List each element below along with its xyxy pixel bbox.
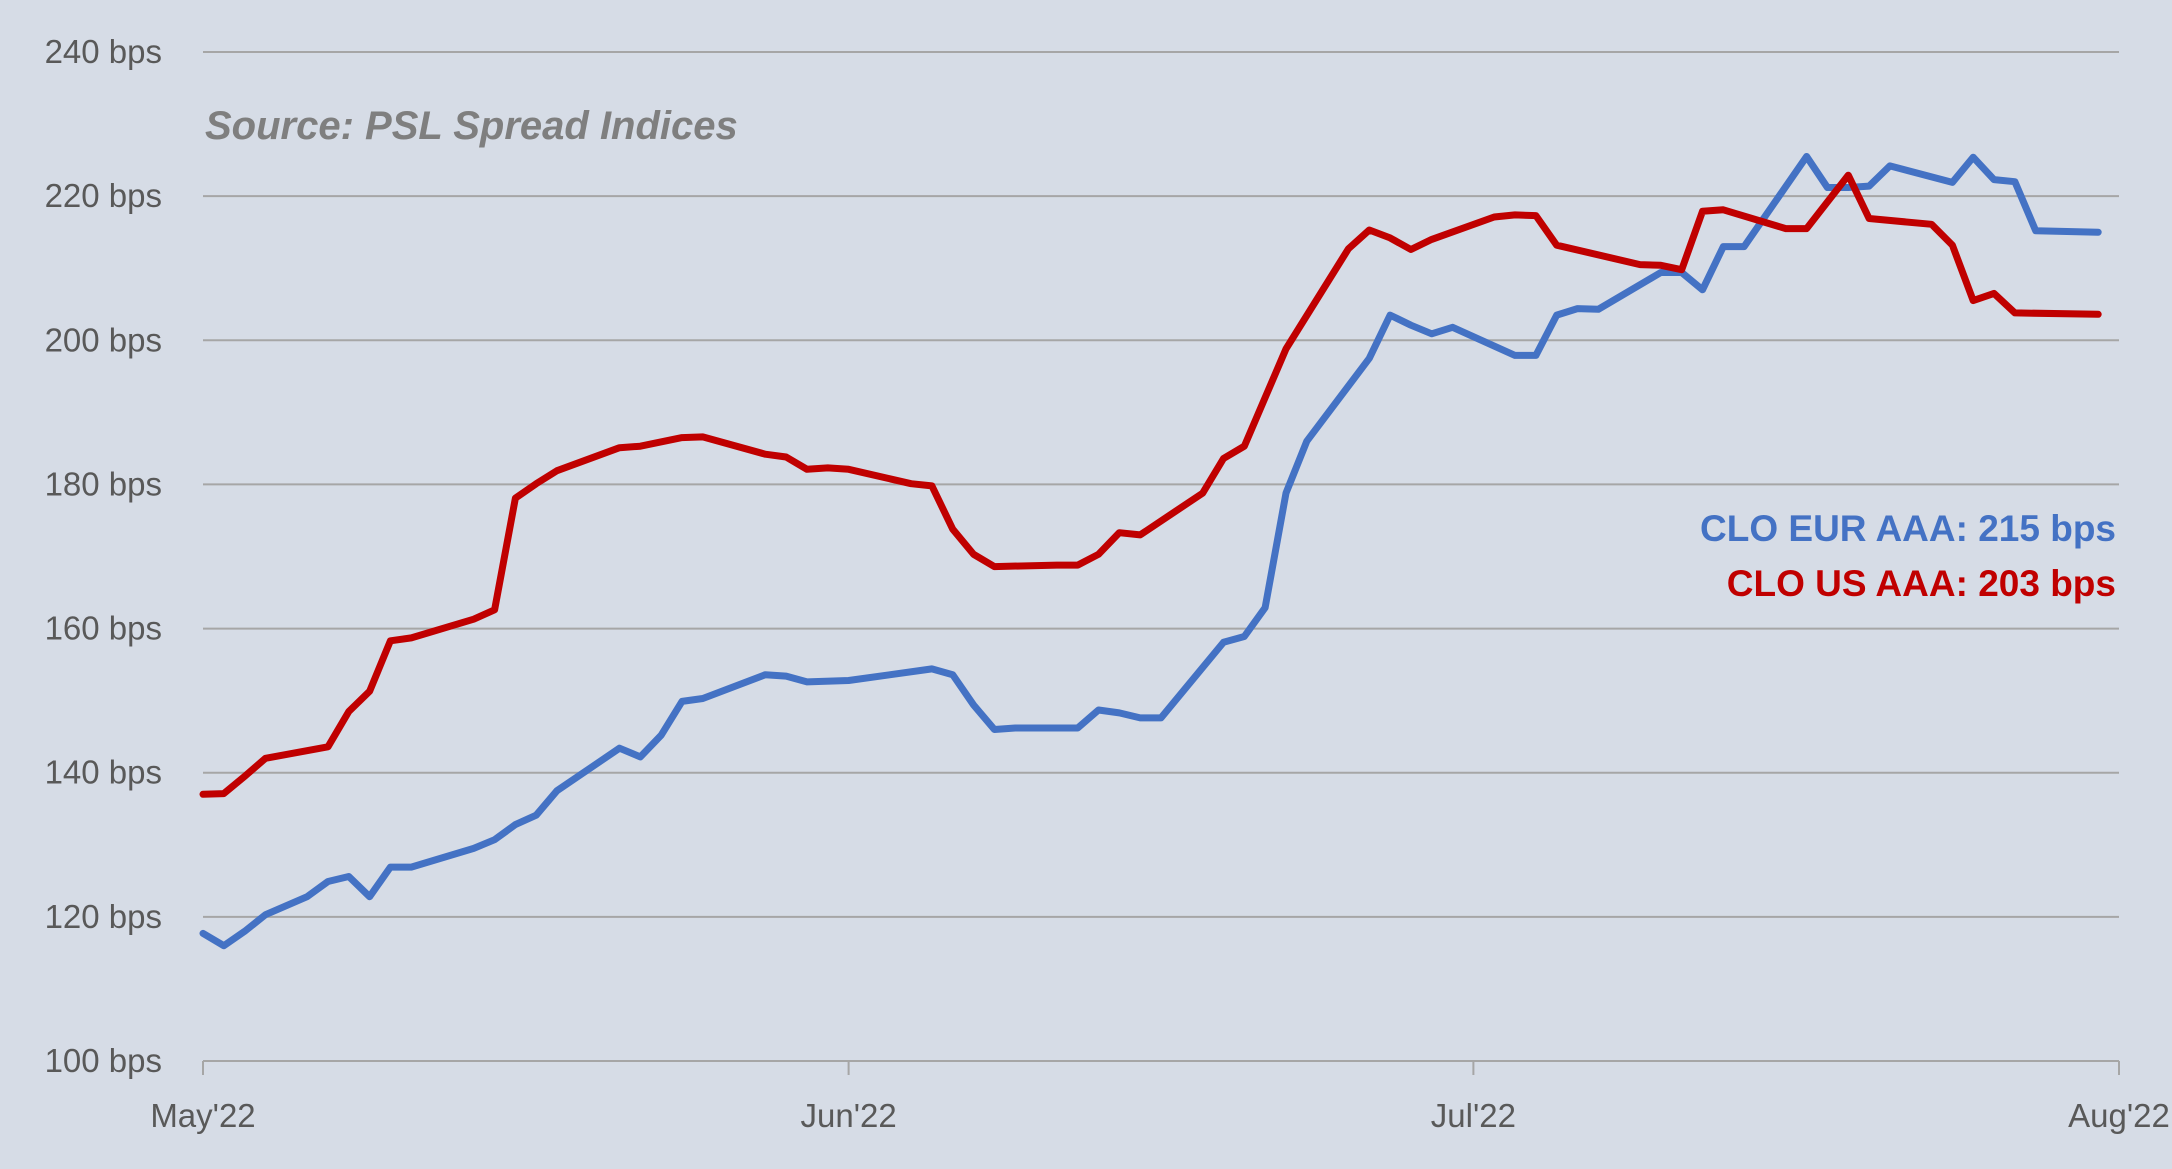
y-tick-label-200: 200 bps <box>45 321 162 358</box>
y-tick-label-240: 240 bps <box>45 33 162 70</box>
x-axis: May'22 Jun'22 Jul'22 Aug'22 <box>150 1060 2170 1134</box>
series-line-clo-eur-aaa <box>199 153 2102 950</box>
y-tick-label-100: 100 bps <box>45 1042 162 1079</box>
x-tick-label-Jul'22: Jul'22 <box>1431 1097 1516 1134</box>
y-tick-label-180: 180 bps <box>45 465 162 502</box>
source-note: Source: PSL Spread Indices <box>205 104 738 148</box>
y-tick-label-120: 120 bps <box>45 898 162 935</box>
legend-label-clo-eur-aaa: CLO EUR AAA: 215 bps <box>1700 508 2116 549</box>
y-tick-label-220: 220 bps <box>45 177 162 214</box>
x-tick-label-May'22: May'22 <box>150 1097 255 1134</box>
series-line-clo-us-aaa <box>199 171 2102 798</box>
legend-label-clo-us-aaa: CLO US AAA: 203 bps <box>1727 563 2116 604</box>
legend: CLO EUR AAA: 215 bps CLO US AAA: 203 bps <box>1700 508 2116 604</box>
x-tick-label-Aug'22: Aug'22 <box>2068 1097 2170 1134</box>
x-tick-label-Jun'22: Jun'22 <box>800 1097 896 1134</box>
series-lines <box>199 153 2102 950</box>
y-axis-labels: 100 bps 120 bps 140 bps 160 bps 180 bps 200 b… <box>45 33 162 1079</box>
gridlines <box>203 51 2119 918</box>
y-tick-label-140: 140 bps <box>45 754 162 791</box>
y-tick-label-160: 160 bps <box>45 610 162 647</box>
